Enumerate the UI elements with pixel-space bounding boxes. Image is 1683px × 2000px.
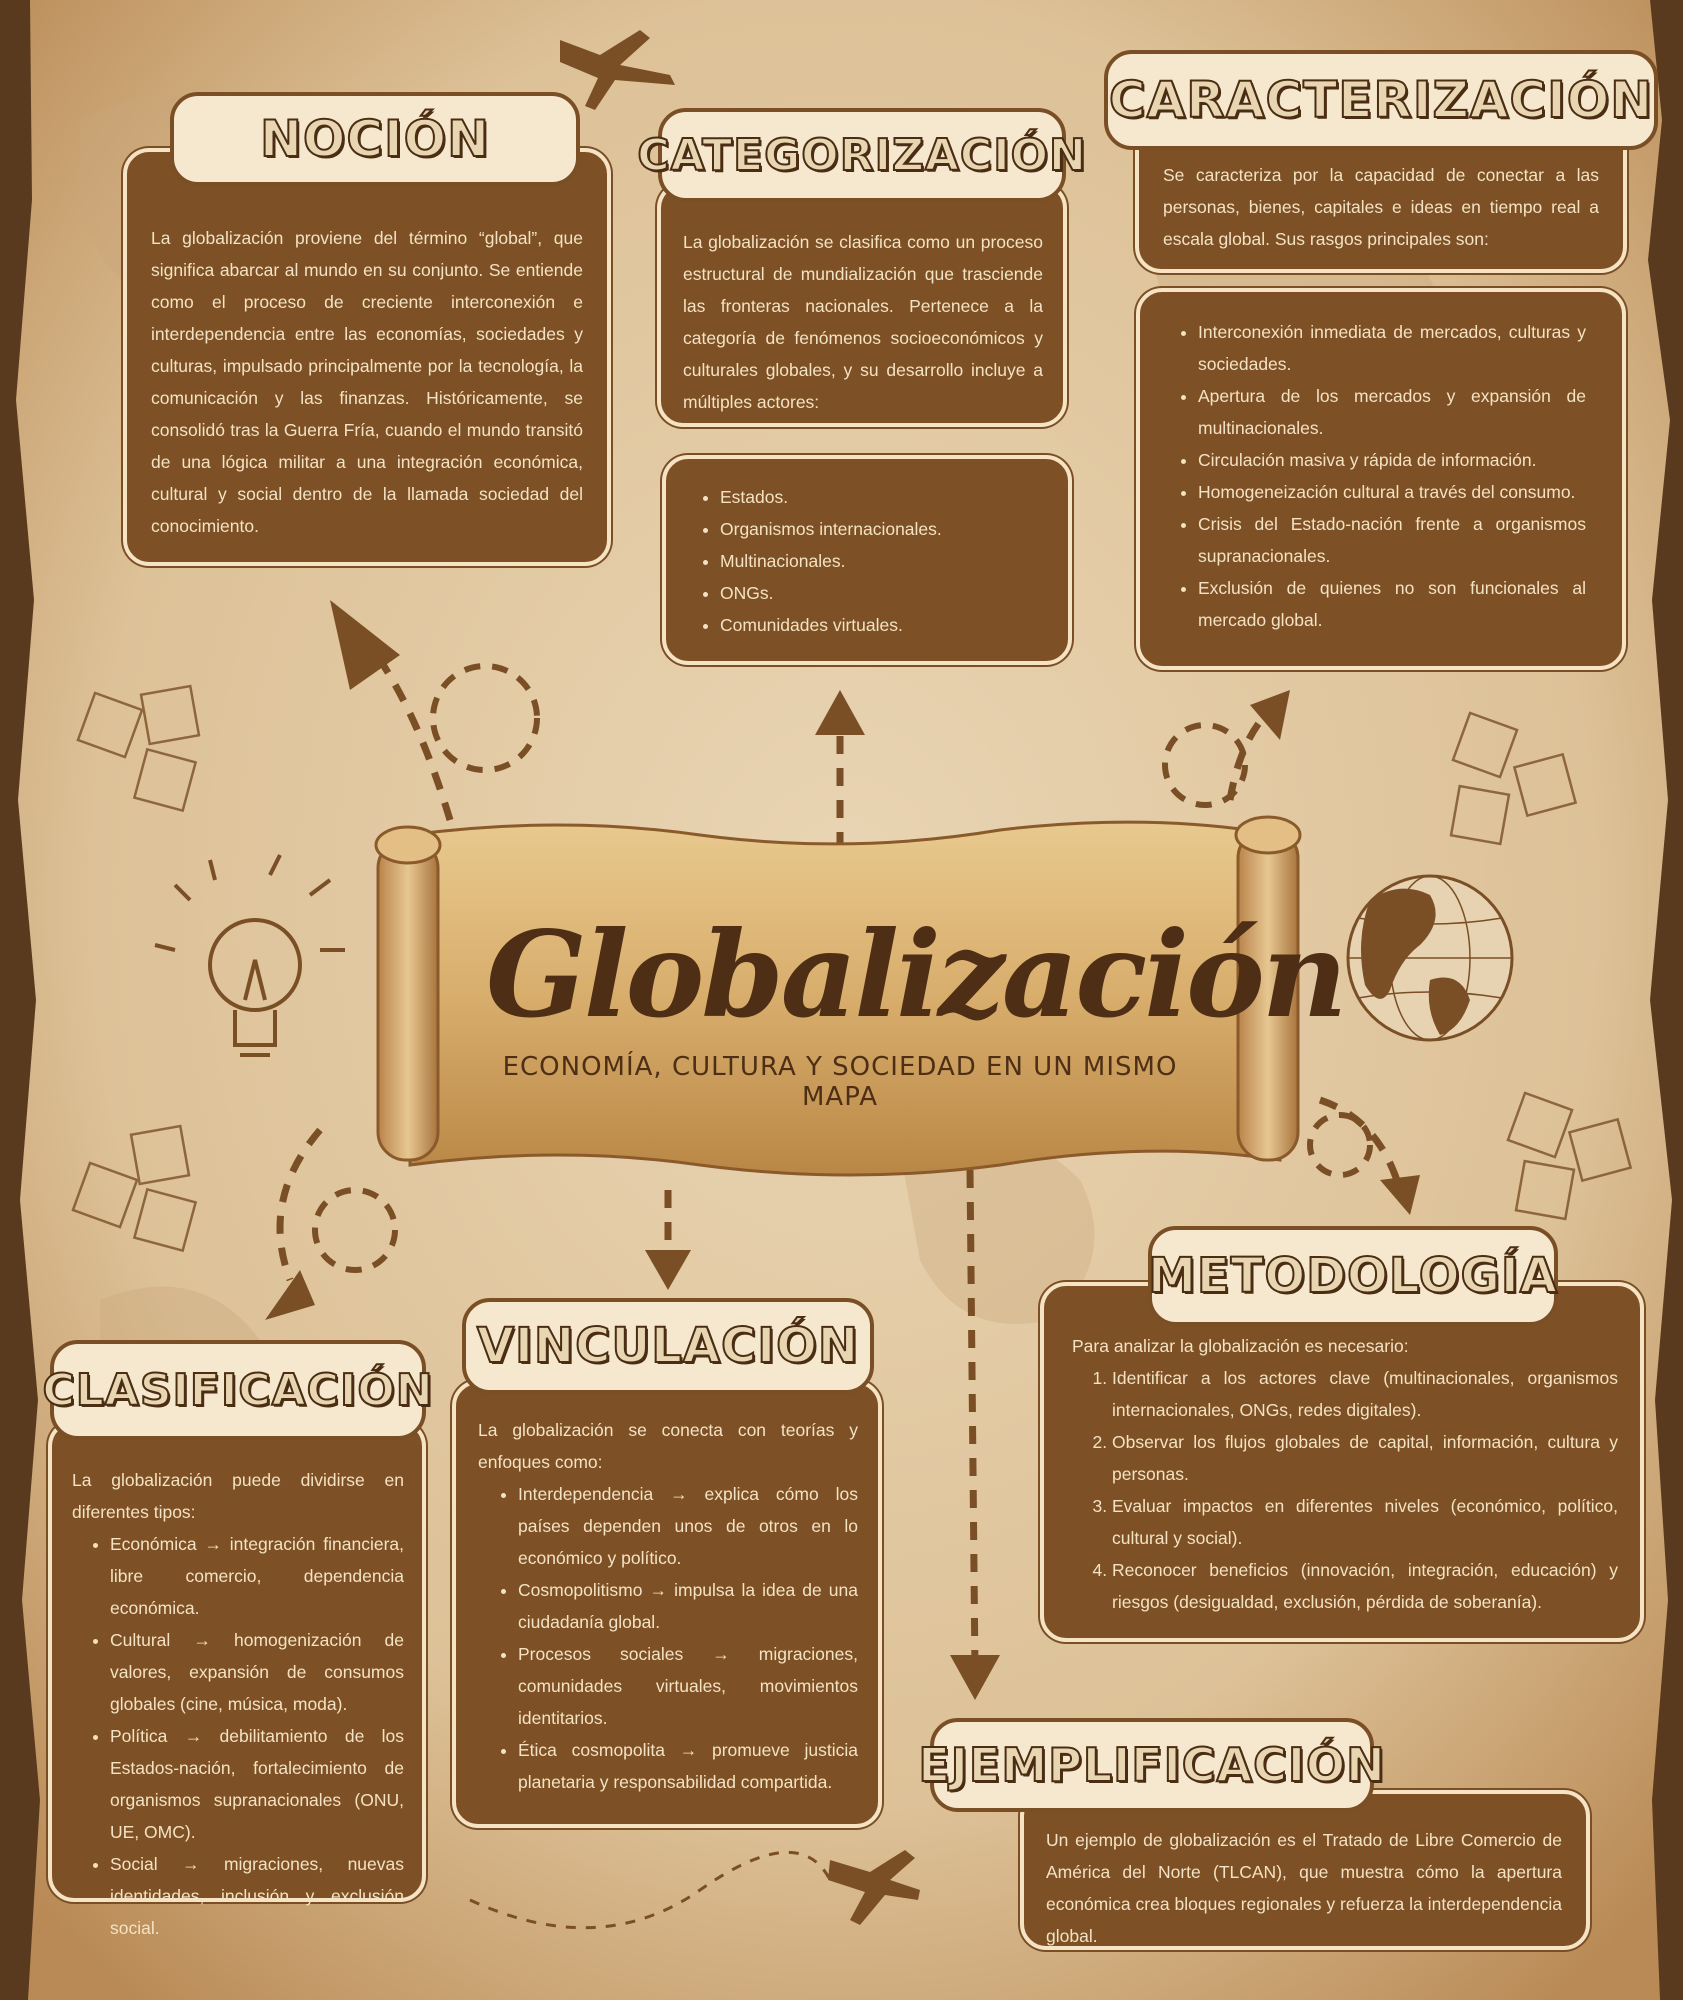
main-title: Globalización (486, 905, 1348, 1044)
scroll-banner (374, 815, 1302, 1177)
list-item: ONGs. (720, 577, 1048, 609)
metodologia-text: Para analizar la globalización es necesa… (1072, 1336, 1409, 1356)
categorizacion-list: Estados. Organismos internacionales. Mul… (686, 481, 1048, 641)
vinculacion-list: Interdependencia → explica cómo los país… (478, 1478, 858, 1798)
list-item: Observar los flujos globales de capital,… (1112, 1426, 1618, 1490)
list-item: Organismos internacionales. (720, 513, 1048, 545)
list-item: Reconocer beneficios (innovación, integr… (1112, 1554, 1618, 1618)
list-item: Exclusión de quienes no son funcionales … (1198, 572, 1586, 636)
categorizacion-card: La globalización se clasifica como un pr… (657, 182, 1067, 427)
list-item: Económica → integración financiera, libr… (110, 1528, 404, 1624)
globe-icon (1346, 874, 1514, 1042)
metodologia-list: Identificar a los actores clave (multina… (1072, 1362, 1618, 1618)
list-item: Procesos sociales → migraciones, comunid… (518, 1638, 858, 1734)
clasificacion-tag: CLASIFICACIÓN (41, 1340, 434, 1440)
main-subtitle: ECONOMÍA, CULTURA Y SOCIEDAD EN UN MISMO… (502, 1052, 1178, 1112)
list-item: Homogeneización cultural a través del co… (1198, 476, 1586, 508)
vinculacion-card: La globalización se conecta con teorías … (452, 1380, 882, 1828)
vinculacion-tag: VINCULACIÓN (462, 1298, 874, 1394)
list-item: Política → debilitamiento de los Estados… (110, 1720, 404, 1848)
clasificacion-text: La globalización puede dividirse en dife… (72, 1470, 404, 1522)
categorizacion-tag: CATEGORIZACIÓN (636, 108, 1087, 202)
list-item: Cosmopolitismo → impulsa la idea de una … (518, 1574, 858, 1638)
nocion-text: La globalización proviene del término “g… (151, 228, 583, 536)
clasificacion-card: La globalización puede dividirse en dife… (48, 1420, 426, 1938)
caracterizacion-tag: CARACTERIZACIÓN (1104, 50, 1658, 150)
caracterizacion-list-card: Interconexión inmediata de mercados, cul… (1136, 288, 1626, 670)
ejemplificacion-tag: EJEMPLIFICACIÓN (917, 1718, 1386, 1812)
metodologia-tag: METODOLOGÍA (1147, 1226, 1558, 1326)
list-item: Ética cosmopolita → promueve justicia pl… (518, 1734, 858, 1798)
vinculacion-text: La globalización se conecta con teorías … (478, 1420, 858, 1472)
list-item: Interconexión inmediata de mercados, cul… (1198, 316, 1586, 380)
list-item: Evaluar impactos en diferentes niveles (… (1112, 1490, 1618, 1554)
list-item: Estados. (720, 481, 1048, 513)
list-item: Multinacionales. (720, 545, 1048, 577)
list-item: Comunidades virtuales. (720, 609, 1048, 641)
list-item: Crisis del Estado-nación frente a organi… (1198, 508, 1586, 572)
categorizacion-list-card: Estados. Organismos internacionales. Mul… (662, 455, 1072, 665)
ejemplificacion-text: Un ejemplo de globalización es el Tratad… (1046, 1830, 1562, 1946)
list-item: Interdependencia → explica cómo los país… (518, 1478, 858, 1574)
list-item: Circulación masiva y rápida de informaci… (1198, 444, 1586, 476)
list-item: Apertura de los mercados y expansión de … (1198, 380, 1586, 444)
ejemplificacion-card: Un ejemplo de globalización es el Tratad… (1020, 1790, 1590, 1950)
list-item: Cultural → homogenización de valores, ex… (110, 1624, 404, 1720)
caracterizacion-list: Interconexión inmediata de mercados, cul… (1164, 316, 1586, 636)
nocion-tag: NOCIÓN (170, 92, 580, 186)
categorizacion-text: La globalización se clasifica como un pr… (683, 232, 1043, 412)
list-item: Social → migraciones, nuevas identidades… (110, 1848, 404, 1944)
clasificacion-list: Económica → integración financiera, libr… (72, 1528, 404, 1944)
nocion-card: La globalización proviene del término “g… (123, 148, 611, 566)
caracterizacion-text: Se caracteriza por la capacidad de conec… (1163, 165, 1599, 249)
list-item: Identificar a los actores clave (multina… (1112, 1362, 1618, 1426)
metodologia-card: Para analizar la globalización es necesa… (1040, 1282, 1644, 1642)
